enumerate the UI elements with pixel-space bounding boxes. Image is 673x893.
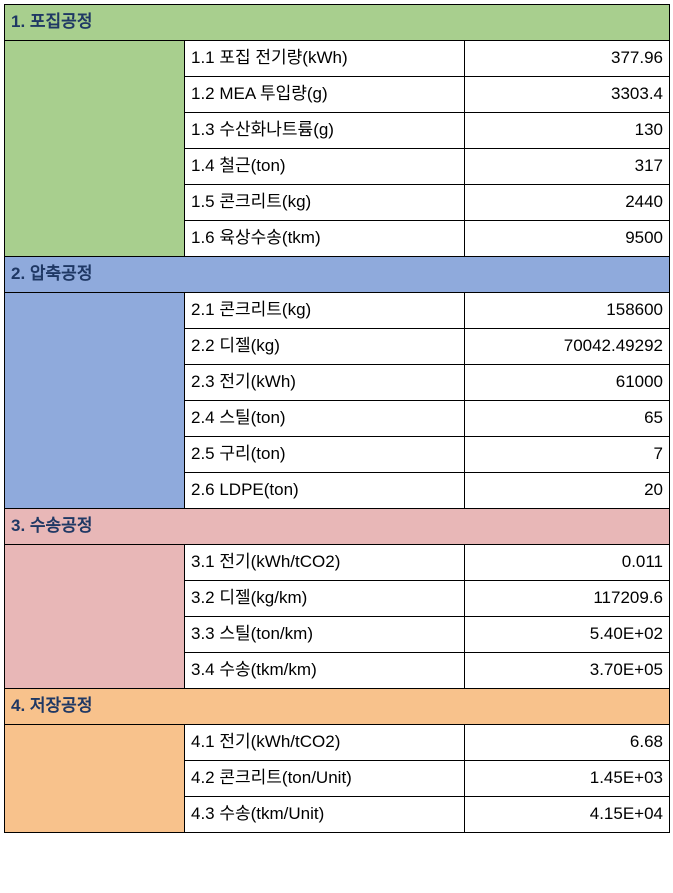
section-side: [5, 761, 185, 797]
row-label: 3.1 전기(kWh/tCO2): [185, 545, 465, 581]
section-side: [5, 113, 185, 149]
row-label: 3.2 디젤(kg/km): [185, 581, 465, 617]
row-label: 3.3 스틸(ton/km): [185, 617, 465, 653]
section-side: [5, 581, 185, 617]
row-value: 65: [465, 401, 670, 437]
row-value: 158600: [465, 293, 670, 329]
row-value: 4.15E+04: [465, 797, 670, 833]
section-side: [5, 473, 185, 509]
row-value: 3.70E+05: [465, 653, 670, 689]
section-side: [5, 725, 185, 761]
section-side: [5, 545, 185, 581]
row-label: 2.4 스틸(ton): [185, 401, 465, 437]
row-label: 2.1 콘크리트(kg): [185, 293, 465, 329]
section-header: 2. 압축공정: [5, 257, 670, 293]
row-value: 317: [465, 149, 670, 185]
row-value: 20: [465, 473, 670, 509]
row-value: 6.68: [465, 725, 670, 761]
row-value: 5.40E+02: [465, 617, 670, 653]
row-value: 377.96: [465, 41, 670, 77]
row-value: 1.45E+03: [465, 761, 670, 797]
section-side: [5, 221, 185, 257]
row-label: 2.2 디젤(kg): [185, 329, 465, 365]
row-label: 3.4 수송(tkm/km): [185, 653, 465, 689]
row-value: 61000: [465, 365, 670, 401]
section-side: [5, 77, 185, 113]
row-label: 4.1 전기(kWh/tCO2): [185, 725, 465, 761]
section-side: [5, 437, 185, 473]
row-label: 4.2 콘크리트(ton/Unit): [185, 761, 465, 797]
row-value: 9500: [465, 221, 670, 257]
row-value: 3303.4: [465, 77, 670, 113]
row-label: 2.5 구리(ton): [185, 437, 465, 473]
row-value: 0.011: [465, 545, 670, 581]
row-label: 2.3 전기(kWh): [185, 365, 465, 401]
section-side: [5, 365, 185, 401]
section-side: [5, 149, 185, 185]
section-side: [5, 329, 185, 365]
row-label: 1.3 수산화나트륨(g): [185, 113, 465, 149]
row-label: 2.6 LDPE(ton): [185, 473, 465, 509]
section-side: [5, 401, 185, 437]
row-value: 130: [465, 113, 670, 149]
row-value: 70042.49292: [465, 329, 670, 365]
section-side: [5, 293, 185, 329]
process-table: 1. 포집공정1.1 포집 전기량(kWh)377.961.2 MEA 투입량(…: [4, 4, 670, 833]
section-header: 4. 저장공정: [5, 689, 670, 725]
row-value: 117209.6: [465, 581, 670, 617]
row-label: 4.3 수송(tkm/Unit): [185, 797, 465, 833]
section-header: 1. 포집공정: [5, 5, 670, 41]
section-side: [5, 653, 185, 689]
row-label: 1.6 육상수송(tkm): [185, 221, 465, 257]
section-side: [5, 185, 185, 221]
row-value: 7: [465, 437, 670, 473]
row-value: 2440: [465, 185, 670, 221]
row-label: 1.2 MEA 투입량(g): [185, 77, 465, 113]
section-side: [5, 797, 185, 833]
section-side: [5, 617, 185, 653]
row-label: 1.1 포집 전기량(kWh): [185, 41, 465, 77]
section-side: [5, 41, 185, 77]
row-label: 1.4 철근(ton): [185, 149, 465, 185]
row-label: 1.5 콘크리트(kg): [185, 185, 465, 221]
section-header: 3. 수송공정: [5, 509, 670, 545]
